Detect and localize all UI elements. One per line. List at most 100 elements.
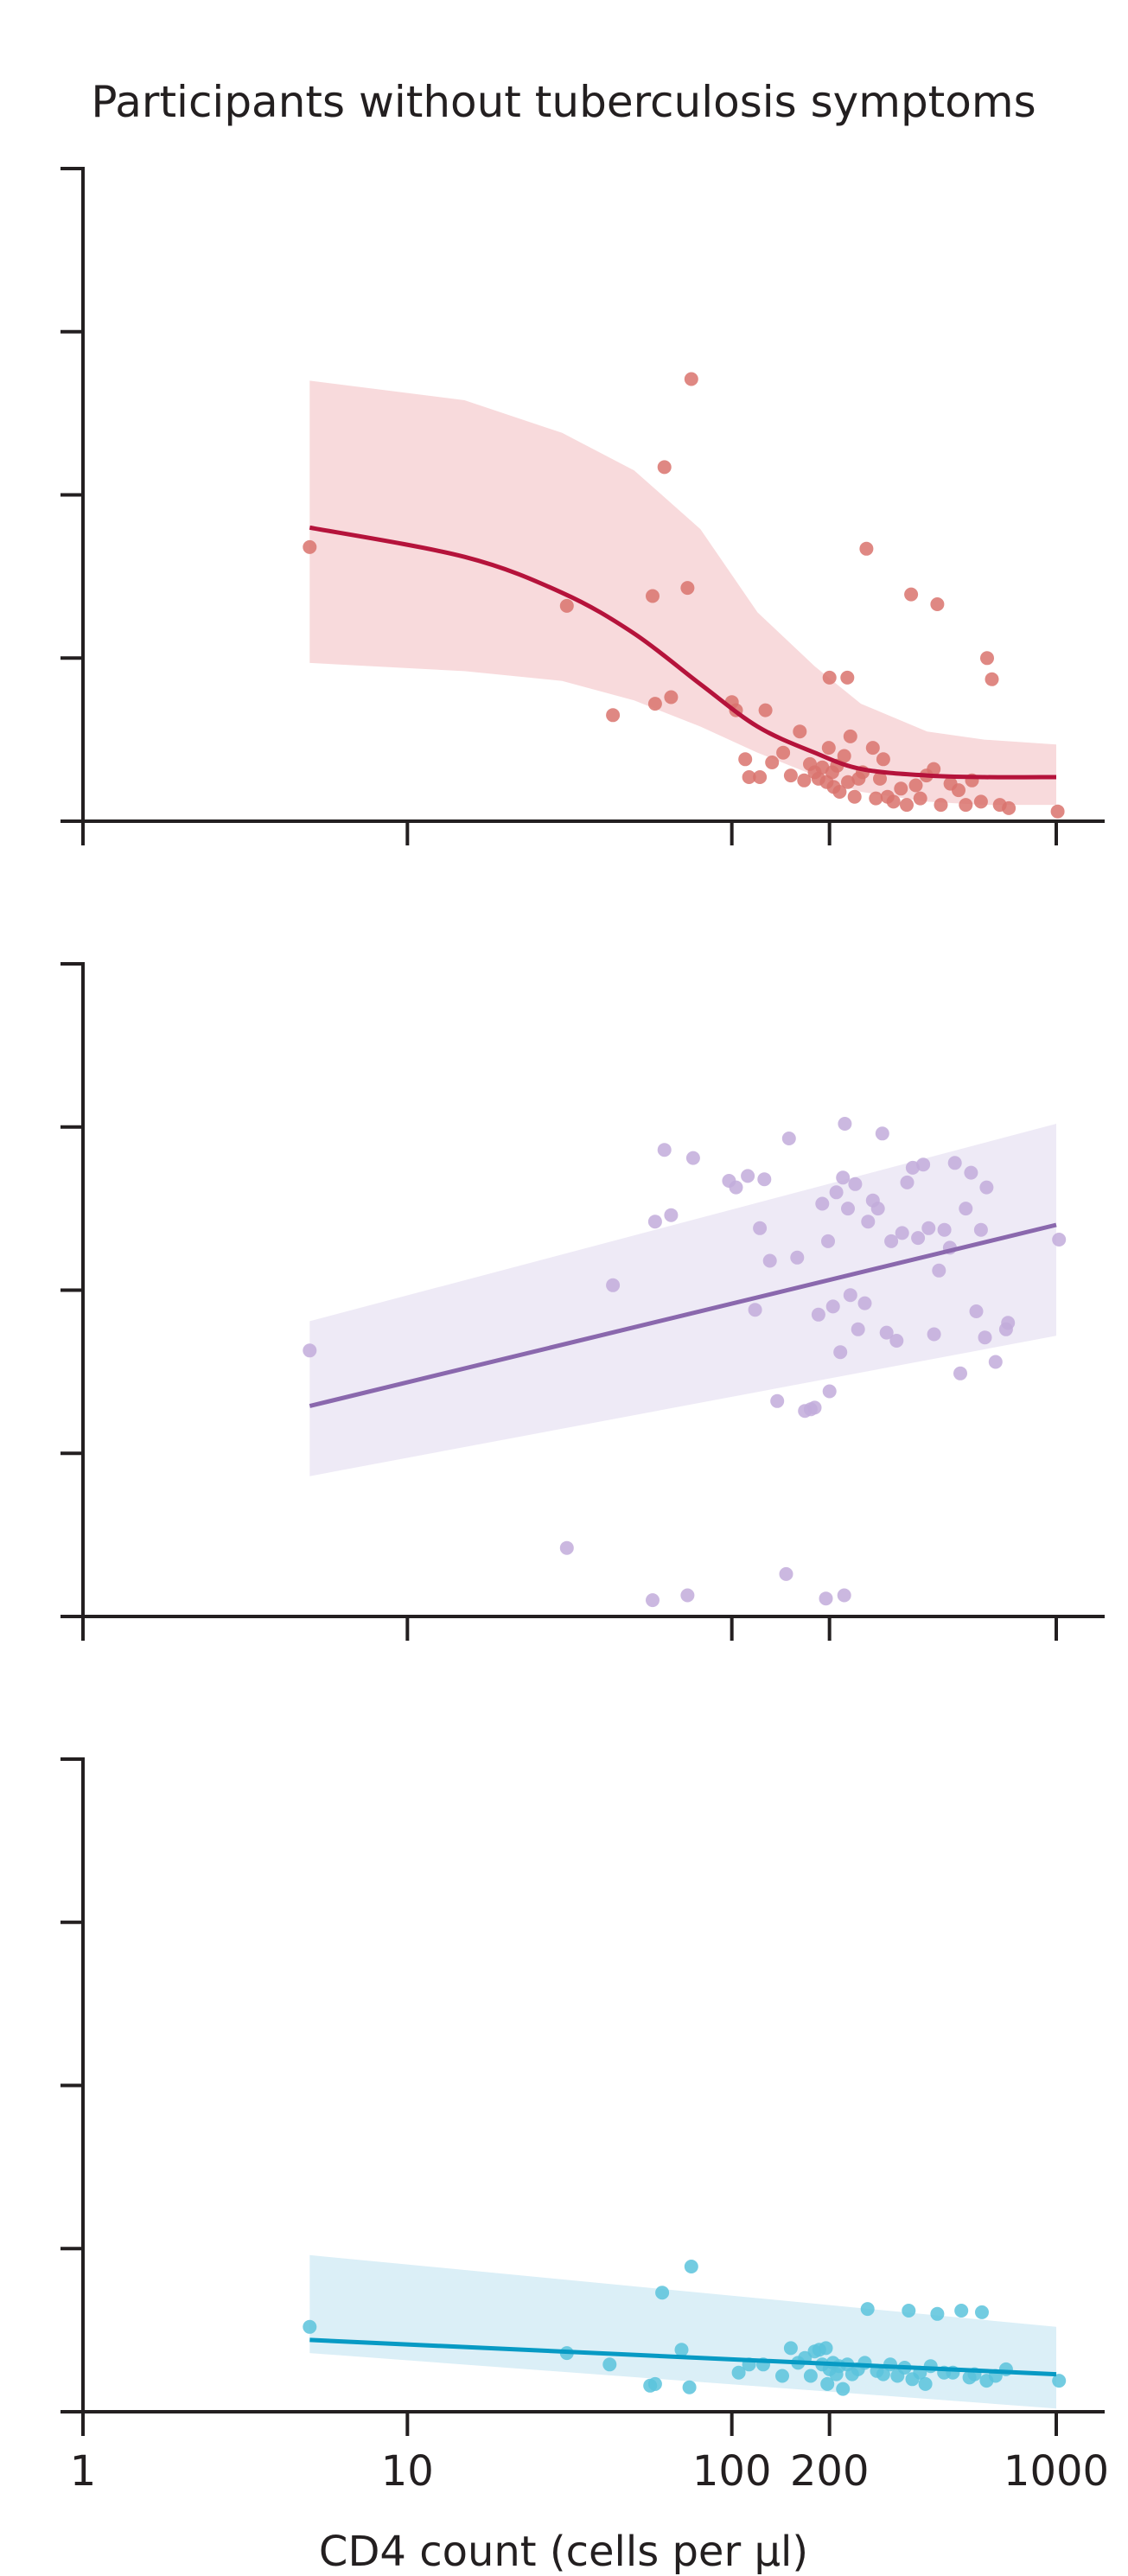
data-point — [927, 1327, 941, 1342]
data-point — [873, 771, 887, 786]
panel-bottom — [61, 1757, 1105, 2436]
data-point — [953, 1366, 967, 1380]
data-point — [969, 1304, 984, 1318]
data-point — [927, 762, 941, 776]
data-point — [857, 1296, 872, 1310]
data-point — [988, 1355, 1003, 1369]
data-point — [985, 672, 999, 686]
data-point — [937, 1222, 952, 1237]
data-point — [559, 598, 574, 613]
x-tick-label: 10 — [381, 2447, 434, 2496]
data-point — [657, 1143, 672, 1157]
figure-title: Participants without tuberculosis sympto… — [91, 77, 1036, 127]
x-axis-tick-labels: 1 10 100 200 1000 — [70, 2447, 1109, 2496]
data-point — [748, 1303, 762, 1317]
fit-line — [309, 525, 1057, 780]
data-point — [886, 794, 901, 809]
data-point — [911, 1231, 926, 1246]
data-point — [765, 756, 780, 769]
data-point — [647, 1215, 662, 1229]
data-point — [646, 589, 660, 603]
data-point — [803, 2369, 818, 2383]
data-point — [811, 1307, 825, 1322]
data-point — [819, 2341, 833, 2356]
data-point — [859, 541, 874, 556]
data-point — [741, 1169, 755, 1183]
data-point — [738, 752, 753, 767]
data-point — [837, 1588, 851, 1603]
data-point — [836, 2382, 851, 2396]
data-point — [303, 1343, 317, 1358]
data-point — [851, 1322, 865, 1336]
data-point — [303, 539, 317, 554]
data-point — [869, 791, 883, 806]
data-point — [762, 1253, 777, 1268]
data-point — [879, 1325, 894, 1340]
data-point — [790, 1250, 805, 1265]
data-point — [836, 1170, 851, 1185]
data-point — [841, 1202, 855, 1216]
data-point — [664, 1208, 679, 1222]
fit-line — [309, 1222, 1057, 1408]
data-points — [303, 2260, 1067, 2396]
data-point — [682, 2380, 697, 2394]
data-point — [833, 1345, 848, 1360]
data-point — [602, 2357, 617, 2372]
axes — [61, 1757, 1105, 2436]
data-point — [861, 1215, 876, 1229]
data-point — [825, 1299, 840, 1314]
data-point — [820, 2376, 835, 2391]
data-point — [918, 2376, 933, 2391]
x-tick-label: 1000 — [1004, 2447, 1109, 2496]
data-point — [1050, 804, 1065, 819]
data-point — [978, 1330, 992, 1345]
data-point — [674, 2343, 689, 2357]
data-point — [821, 741, 836, 756]
data-point — [894, 781, 908, 796]
data-point — [753, 770, 768, 784]
data-point — [1052, 1233, 1067, 1247]
axes — [61, 167, 1105, 845]
data-point — [964, 1165, 978, 1180]
confidence-band — [309, 1124, 1056, 1476]
data-point — [647, 2376, 662, 2391]
data-point — [783, 2341, 798, 2356]
data-point — [913, 791, 927, 806]
data-point — [865, 741, 880, 756]
data-point — [902, 2304, 916, 2318]
data-point — [840, 670, 855, 685]
data-point — [895, 1226, 909, 1240]
data-point — [930, 2306, 945, 2321]
data-point — [731, 2365, 746, 2380]
data-point — [821, 1234, 835, 1248]
data-point — [932, 1263, 946, 1278]
data-point — [916, 1157, 931, 1172]
data-point — [848, 1176, 863, 1191]
data-point — [959, 798, 973, 813]
data-point — [829, 1185, 844, 1200]
data-point — [819, 1591, 833, 1606]
data-point — [876, 752, 890, 767]
data-point — [684, 2260, 698, 2273]
x-tick-label: 100 — [692, 2447, 772, 2496]
data-point — [775, 2369, 789, 2383]
data-point — [685, 1151, 700, 1165]
data-point — [979, 1180, 994, 1195]
data-point — [980, 651, 994, 666]
x-tick-label: 200 — [790, 2447, 870, 2496]
data-point — [680, 581, 695, 596]
data-point — [606, 708, 621, 723]
x-axis-title: CD4 count (cells per µl) — [319, 2528, 808, 2576]
confidence-band — [309, 2254, 1056, 2409]
data-point — [770, 1393, 785, 1408]
data-point — [303, 2319, 317, 2334]
data-point — [860, 2302, 875, 2317]
data-point — [973, 794, 988, 809]
data-point — [959, 1202, 973, 1216]
data-point — [742, 770, 756, 784]
data-point — [947, 1156, 962, 1170]
data-point — [664, 690, 679, 705]
data-point — [841, 775, 855, 789]
data-point — [781, 1132, 796, 1145]
data-point — [843, 1288, 857, 1303]
